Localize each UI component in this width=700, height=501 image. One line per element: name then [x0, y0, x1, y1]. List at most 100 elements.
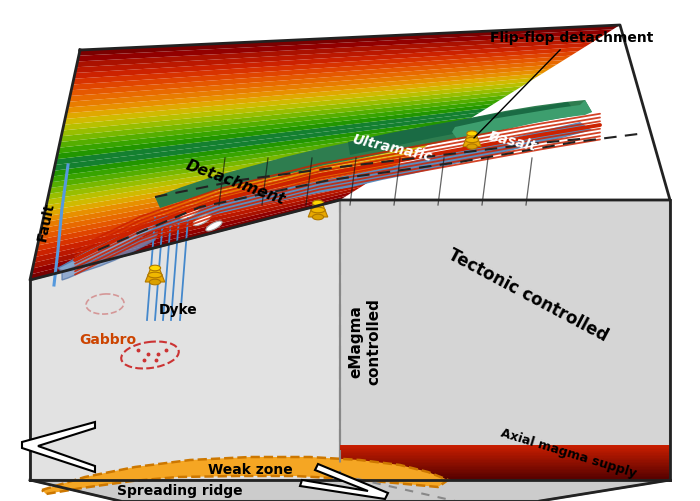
- Polygon shape: [64, 78, 536, 125]
- Polygon shape: [36, 174, 382, 251]
- Polygon shape: [30, 195, 347, 280]
- Polygon shape: [340, 463, 670, 464]
- Text: Gabbro: Gabbro: [79, 333, 136, 347]
- Text: Flip-flop detachment: Flip-flop detachment: [474, 31, 653, 138]
- Polygon shape: [340, 457, 670, 459]
- Polygon shape: [71, 51, 578, 90]
- Polygon shape: [155, 100, 592, 208]
- Polygon shape: [340, 476, 670, 477]
- Polygon shape: [340, 471, 670, 473]
- Polygon shape: [62, 232, 158, 280]
- Text: Ultramafic: Ultramafic: [351, 132, 433, 164]
- Polygon shape: [43, 147, 424, 217]
- Polygon shape: [340, 467, 670, 469]
- Polygon shape: [40, 161, 403, 234]
- Polygon shape: [340, 455, 670, 456]
- Polygon shape: [78, 25, 620, 56]
- Ellipse shape: [467, 131, 477, 136]
- Polygon shape: [340, 470, 670, 471]
- Polygon shape: [30, 200, 340, 480]
- Ellipse shape: [148, 272, 162, 278]
- Polygon shape: [54, 113, 480, 171]
- Polygon shape: [340, 450, 670, 452]
- Polygon shape: [52, 117, 473, 176]
- Polygon shape: [58, 122, 592, 270]
- Polygon shape: [340, 449, 670, 450]
- Polygon shape: [70, 56, 571, 96]
- Text: Detachment: Detachment: [183, 158, 287, 208]
- Text: eMagma
controlled: eMagma controlled: [349, 299, 382, 385]
- Polygon shape: [60, 91, 515, 142]
- Ellipse shape: [311, 207, 325, 213]
- Ellipse shape: [312, 200, 323, 206]
- Polygon shape: [67, 64, 557, 108]
- Polygon shape: [58, 216, 168, 272]
- Polygon shape: [452, 100, 592, 140]
- Polygon shape: [463, 140, 481, 146]
- Polygon shape: [308, 210, 328, 217]
- Polygon shape: [340, 474, 670, 476]
- Polygon shape: [62, 82, 529, 130]
- Polygon shape: [340, 466, 670, 467]
- Polygon shape: [30, 480, 670, 501]
- Polygon shape: [148, 268, 162, 275]
- Polygon shape: [41, 156, 410, 228]
- Polygon shape: [74, 43, 592, 79]
- Polygon shape: [340, 478, 670, 480]
- Polygon shape: [340, 453, 670, 455]
- Polygon shape: [32, 191, 354, 274]
- Polygon shape: [65, 73, 543, 119]
- Polygon shape: [340, 456, 670, 457]
- Polygon shape: [43, 152, 417, 222]
- Ellipse shape: [149, 279, 160, 285]
- Polygon shape: [311, 203, 325, 210]
- Polygon shape: [340, 473, 670, 474]
- Polygon shape: [348, 102, 575, 155]
- Polygon shape: [145, 275, 164, 282]
- Polygon shape: [55, 108, 487, 165]
- Polygon shape: [75, 38, 599, 73]
- Polygon shape: [78, 30, 613, 62]
- Polygon shape: [340, 459, 670, 460]
- Polygon shape: [34, 182, 368, 263]
- Text: Dyke: Dyke: [159, 303, 197, 317]
- Ellipse shape: [206, 221, 222, 231]
- Text: Fault: Fault: [35, 201, 57, 242]
- Polygon shape: [340, 460, 670, 462]
- Polygon shape: [50, 126, 459, 188]
- Polygon shape: [340, 200, 670, 480]
- Polygon shape: [38, 165, 396, 240]
- Ellipse shape: [467, 144, 477, 149]
- Polygon shape: [48, 134, 445, 199]
- Polygon shape: [340, 462, 670, 463]
- Text: Axial magma supply: Axial magma supply: [498, 426, 638, 480]
- Ellipse shape: [312, 214, 323, 220]
- Polygon shape: [45, 143, 431, 211]
- Ellipse shape: [149, 265, 160, 271]
- Polygon shape: [46, 139, 438, 205]
- Polygon shape: [22, 422, 95, 472]
- Polygon shape: [56, 104, 494, 159]
- Polygon shape: [62, 86, 522, 136]
- Polygon shape: [38, 169, 389, 245]
- Polygon shape: [340, 464, 670, 466]
- Polygon shape: [59, 95, 508, 148]
- Polygon shape: [340, 469, 670, 470]
- Ellipse shape: [466, 137, 479, 143]
- Polygon shape: [42, 457, 448, 494]
- Polygon shape: [340, 477, 670, 478]
- Ellipse shape: [180, 207, 200, 219]
- Polygon shape: [300, 464, 388, 499]
- Polygon shape: [76, 34, 606, 67]
- Ellipse shape: [193, 214, 211, 225]
- Polygon shape: [466, 133, 479, 140]
- Text: Tectonic controlled: Tectonic controlled: [445, 245, 611, 345]
- Polygon shape: [340, 445, 670, 446]
- Polygon shape: [69, 60, 564, 102]
- Polygon shape: [73, 47, 585, 85]
- Polygon shape: [340, 446, 670, 448]
- Polygon shape: [340, 452, 670, 453]
- Polygon shape: [51, 121, 466, 182]
- Polygon shape: [32, 187, 361, 269]
- Text: Basalt: Basalt: [486, 130, 538, 154]
